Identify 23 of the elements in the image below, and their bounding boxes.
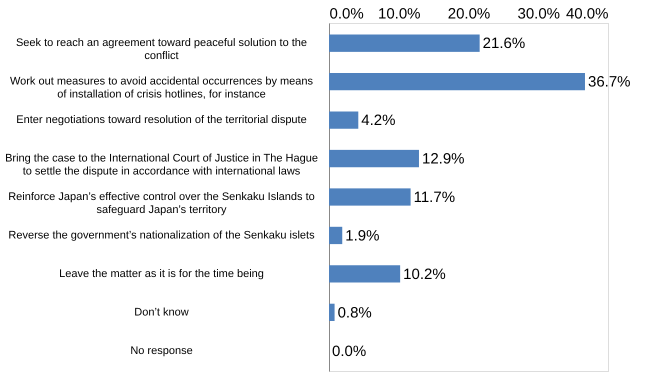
data-label: 10.2% (403, 266, 446, 283)
x-tick-label: 30.0% (517, 6, 560, 22)
data-label: 12.9% (422, 150, 465, 168)
x-tick-label: 10.0% (378, 6, 421, 22)
y-tick-label: Work out measures to avoid accidental occurrences by means of installation of crisis hotlines, for instance (10, 76, 314, 101)
y-tick-label: Enter negotiations toward resolution of the territorial dispute (16, 114, 307, 126)
y-tick-label: Bring the case to the International Court of Justice in The Hague to settle the dispute in accordance with international laws (5, 152, 318, 178)
y-tick-label: Reverse the government’s nationalization of the Senkaku islets (8, 229, 316, 242)
x-tick-label: 0.0% (330, 6, 364, 22)
x-tick-label: 20.0% (448, 6, 490, 22)
data-label: 21.6% (482, 35, 526, 52)
y-tick-label: Reinforce Japan’s effective control over the Senkaku Islands to safeguard Japan’s territory (8, 191, 315, 216)
y-tick-label: Leave the matter as it is for the time being (59, 268, 264, 280)
x-tick-label: 40.0% (566, 6, 608, 22)
data-label: 1.9% (345, 227, 380, 244)
y-tick-label: Seek to reach an agreement toward peaceful solution to the conflict (16, 37, 308, 62)
data-label: 0.8% (338, 304, 372, 322)
data-label: 11.7% (414, 189, 456, 206)
y-tick-label: Don’t know (134, 306, 189, 318)
data-label: 4.2% (361, 112, 396, 130)
y-tick-label: No response (130, 344, 193, 357)
data-label: 0.0% (332, 342, 366, 360)
data-label: 36.7% (588, 74, 631, 91)
